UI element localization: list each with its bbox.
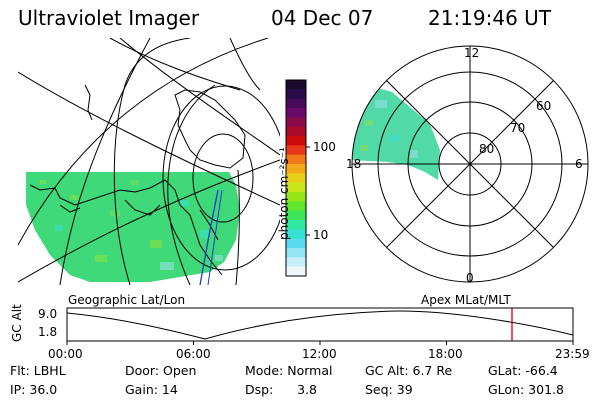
- glon-text: GLon: 301.8: [488, 382, 564, 397]
- mlat-label-80: 80: [479, 142, 495, 156]
- colorbar-stripe: [286, 210, 306, 221]
- coastline: [29, 84, 246, 276]
- orbit-xtick-0600: 06:00: [176, 347, 211, 361]
- time-text: 21:19:46 UT: [428, 6, 552, 30]
- colorbar-stripe: [286, 229, 306, 240]
- geo-speckle: [40, 180, 223, 270]
- colorbar-stripe: [286, 201, 306, 212]
- mlt-label-12: 12: [464, 46, 480, 60]
- mode-text: Mode: Normal: [245, 363, 333, 378]
- orbit-ylabel: GC Alt: [10, 304, 24, 342]
- mlat-label-60: 60: [536, 99, 552, 113]
- colorbar-tick-10: 10: [313, 228, 329, 242]
- mlt-label-18: 18: [346, 157, 362, 171]
- polar-speckle: [360, 100, 418, 158]
- colorbar-stripe: [286, 173, 306, 184]
- mlt-label-6: 6: [575, 157, 583, 171]
- door-text: Door: Open: [125, 363, 197, 378]
- colorbar-stripe: [286, 154, 306, 165]
- orbit-xtick-1200: 12:00: [302, 347, 337, 361]
- colorbar-stripe: [286, 117, 306, 128]
- geo-blue-line-1: [199, 189, 219, 285]
- date-text: 04 Dec 07: [271, 6, 374, 30]
- orbit-x-ticks: [66, 341, 574, 345]
- orbit-xtick-1800: 18:00: [428, 347, 463, 361]
- colorbar-stripe: [286, 98, 306, 109]
- orbit-altitude-plot: [66, 307, 574, 345]
- colorbar-stripe: [286, 126, 306, 137]
- orbit-ytick-9: 9.0: [38, 307, 58, 321]
- colorbar-stripe: [286, 108, 306, 118]
- glat-text: GLat: -66.4: [488, 363, 558, 378]
- colorbar-stripe: [286, 266, 306, 277]
- apex-label: Apex MLat/MLT: [421, 293, 511, 307]
- mlt-label-0: 0: [466, 271, 474, 285]
- mlat-label-70: 70: [510, 121, 526, 135]
- colorbar: [285, 79, 310, 277]
- colorbar-stripe: [286, 164, 306, 174]
- dsp-text: Dsp: 3.8: [245, 382, 318, 397]
- instrument-title: Ultraviolet Imager: [18, 6, 200, 30]
- colorbar-stripe: [286, 136, 306, 146]
- polar-map: [351, 45, 589, 283]
- colorbar-stripe: [286, 238, 306, 249]
- gc-alt-text: GC Alt: 6.7 Re: [365, 363, 453, 378]
- colorbar-stripe: [286, 80, 306, 90]
- filter-text: Flt: LBHL: [10, 363, 66, 378]
- colorbar-stripe: [286, 182, 306, 193]
- orbit-altitude-curve: [66, 310, 574, 340]
- ip-text: IP: 36.0: [10, 382, 58, 397]
- orbit-xtick-0000: 00:00: [48, 347, 83, 361]
- colorbar-stripe: [286, 192, 306, 202]
- geo-blue-line-2: [207, 189, 223, 285]
- geo-grid: [18, 38, 280, 285]
- seq-text: Seq: 39: [365, 382, 413, 397]
- gain-text: Gain: 14: [125, 382, 178, 397]
- colorbar-stripe: [286, 145, 306, 156]
- colorbar-stripe: [286, 220, 306, 230]
- orbit-xtick-2359: 23:59: [555, 347, 590, 361]
- colorbar-unit-label: photon cm⁻²s⁻¹: [277, 147, 291, 240]
- geographic-map: [18, 38, 280, 285]
- orbit-ytick-1.8: 1.8: [38, 325, 58, 339]
- geographic-label: Geographic Lat/Lon: [68, 293, 186, 307]
- colorbar-stripe: [286, 89, 306, 100]
- colorbar-stripe: [286, 257, 306, 268]
- colorbar-gradient: [286, 80, 306, 277]
- colorbar-tick-100: 100: [313, 140, 336, 154]
- colorbar-stripe: [286, 248, 306, 258]
